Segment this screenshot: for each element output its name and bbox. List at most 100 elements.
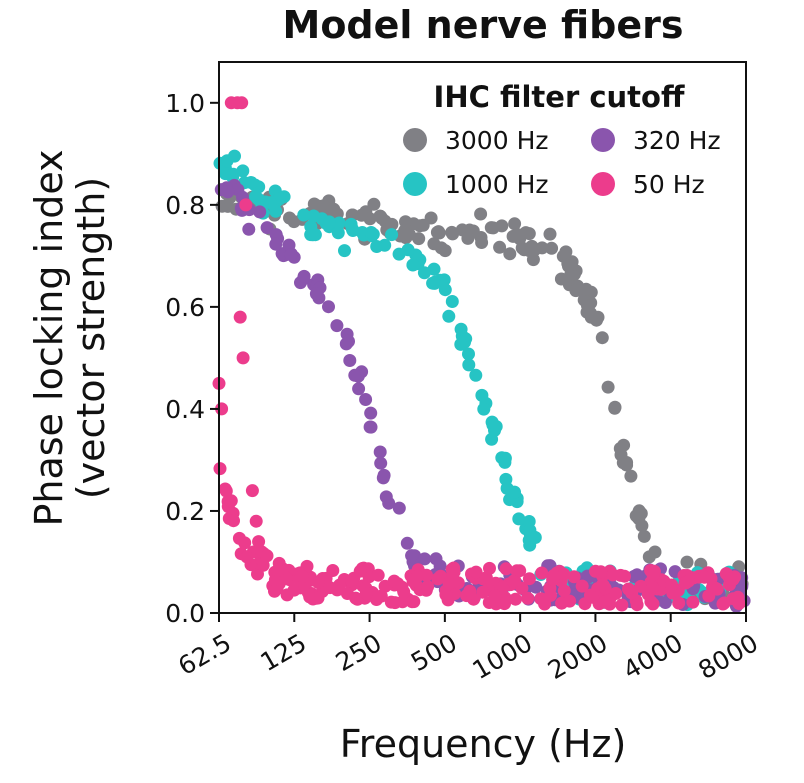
data-point [332, 216, 346, 230]
data-point [499, 562, 513, 576]
x-axis-label: Frequency (Hz) [340, 722, 627, 766]
data-point [601, 380, 615, 394]
data-point [513, 564, 527, 578]
data-point [410, 569, 424, 583]
legend-label: 320 Hz [633, 126, 721, 155]
data-point [270, 582, 284, 596]
y-tick-label: 0.2 [165, 497, 205, 526]
data-point [469, 368, 483, 382]
data-point [544, 588, 557, 602]
data-point [400, 536, 414, 550]
data-point [323, 581, 337, 595]
data-point [430, 225, 444, 239]
legend-marker [403, 128, 427, 152]
data-point [630, 568, 644, 582]
data-point [579, 282, 593, 296]
data-point [269, 237, 283, 251]
y-axis: 0.0 0.2 0.4 0.6 0.8 1.0 [165, 89, 219, 628]
data-point [370, 593, 383, 606]
data-point [474, 207, 488, 221]
data-point [339, 337, 353, 351]
data-point [613, 442, 627, 455]
data-point [366, 227, 380, 241]
data-point [615, 598, 629, 612]
data-point [680, 555, 694, 569]
data-point [429, 552, 443, 566]
data-point [557, 584, 571, 598]
data-point [227, 514, 240, 528]
data-point [475, 236, 489, 249]
data-point [630, 598, 644, 612]
data-point [646, 597, 660, 611]
data-point [445, 225, 459, 239]
chart-title: Model nerve fibers [283, 3, 684, 47]
legend-marker [403, 172, 427, 196]
data-point [486, 221, 500, 235]
data-point [575, 579, 589, 593]
data-point [385, 217, 399, 231]
data-point [442, 576, 456, 590]
x-tick-label: 8000 [693, 628, 763, 685]
data-point [387, 574, 401, 588]
data-point [295, 569, 309, 583]
data-point [498, 455, 512, 469]
data-point [297, 269, 311, 283]
data-point [242, 222, 256, 236]
data-point [245, 484, 259, 498]
data-point [648, 545, 662, 559]
data-point [434, 241, 448, 255]
data-point [506, 575, 520, 588]
data-point [632, 504, 646, 518]
data-point [562, 259, 575, 273]
data-point [345, 574, 359, 588]
data-point [462, 358, 476, 372]
data-point [252, 535, 266, 549]
data-point [287, 215, 301, 229]
data-point [445, 295, 459, 308]
data-point [637, 529, 651, 543]
data-point [371, 568, 385, 582]
data-point [476, 585, 490, 599]
data-point [376, 471, 390, 485]
data-point [253, 205, 267, 219]
data-point [622, 582, 635, 596]
data-point [355, 208, 369, 222]
data-point [608, 401, 622, 415]
data-point [461, 231, 475, 245]
data-point [508, 485, 521, 499]
data-point [338, 244, 351, 258]
data-point [311, 576, 325, 589]
legend-marker [591, 172, 615, 196]
data-point [431, 572, 445, 586]
data-point [233, 310, 247, 324]
y-axis-label-line1: Phase locking index [27, 149, 71, 526]
x-tick-label: 500 [406, 628, 462, 677]
data-point [287, 583, 301, 597]
data-point [397, 585, 411, 599]
data-point [401, 243, 415, 257]
data-point [497, 580, 510, 594]
data-point [583, 306, 597, 320]
legend: IHC filter cutoff 3000 Hz 1000 Hz 320 Hz 50… [403, 80, 721, 199]
data-point [330, 319, 344, 333]
legend-marker [591, 128, 615, 152]
data-point [392, 501, 406, 515]
data-point [462, 347, 475, 361]
data-point [260, 549, 274, 563]
data-point [406, 258, 420, 272]
data-point [359, 393, 373, 406]
data-point [399, 215, 412, 229]
legend-label: 50 Hz [633, 170, 705, 199]
data-point [373, 209, 387, 223]
data-point [359, 586, 373, 600]
data-point [606, 568, 620, 582]
y-tick-label: 0.8 [165, 191, 205, 220]
data-point [343, 354, 357, 367]
data-point [508, 217, 522, 231]
data-point [269, 228, 283, 242]
data-point [469, 565, 483, 579]
data-point [348, 368, 362, 382]
data-point [716, 597, 730, 611]
data-point [463, 584, 477, 598]
